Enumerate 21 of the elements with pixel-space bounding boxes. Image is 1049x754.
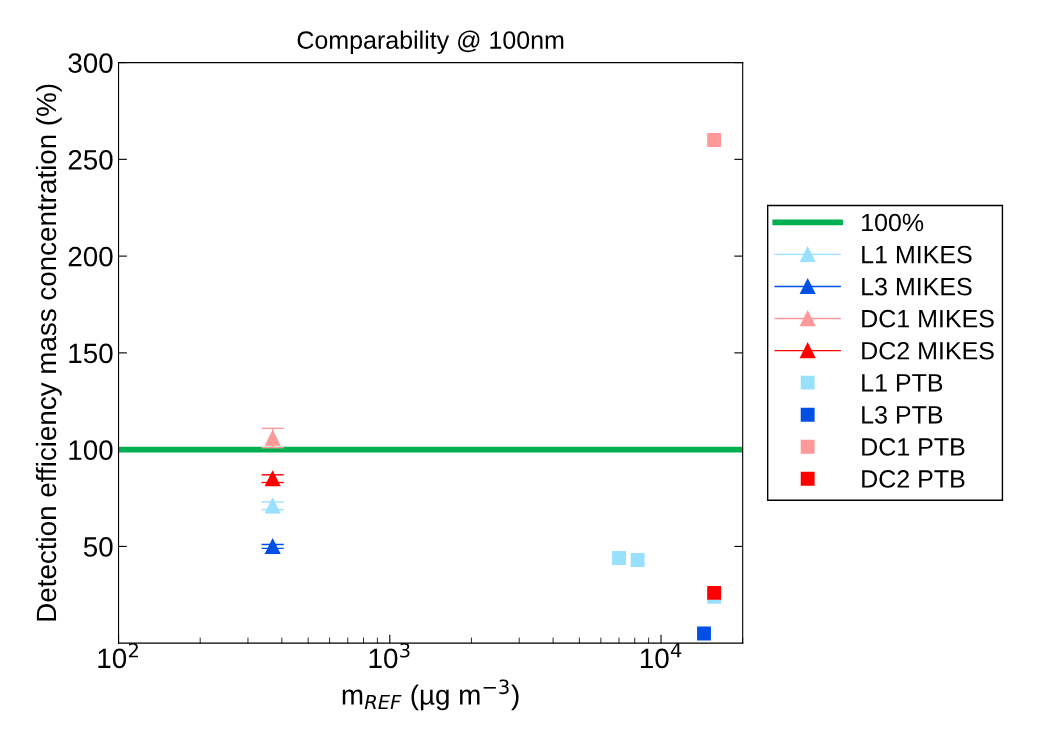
- x-tick-label: 10$^{2}$: [98, 642, 138, 669]
- y-axis-title: Detection efficiency mass concentration (%): [35, 84, 62, 621]
- y-tick-label: 100: [69, 440, 113, 460]
- legend-label: L1 PTB: [862, 374, 943, 392]
- y-tick-label: 250: [68, 150, 113, 170]
- legend-label: L1 MIKES: [862, 245, 972, 264]
- x-tick-label: 10$^{4}$: [640, 643, 682, 669]
- legend-label: L3 MIKES: [862, 277, 972, 296]
- y-tick-label: 50: [83, 537, 113, 557]
- legend-label: DC1 PTB: [862, 438, 965, 456]
- legend-label: DC2 PTB: [862, 470, 965, 488]
- legend-label: DC2 MIKES: [862, 341, 994, 360]
- y-tick-label: 150: [69, 343, 113, 364]
- y-tick-label: 300: [68, 53, 113, 73]
- chart-title: Comparability @ 100nm: [297, 30, 564, 54]
- x-tick-label: 10$^{3}$: [369, 642, 410, 669]
- legend-label: L3 PTB: [862, 405, 943, 424]
- y-tick-label: 200: [68, 246, 113, 267]
- legend-label: 100%: [862, 213, 924, 232]
- legend-label: DC1 MIKES: [862, 309, 994, 328]
- x-axis-title: m$_{REF}$ (µg m$^{−3}$): [342, 679, 519, 711]
